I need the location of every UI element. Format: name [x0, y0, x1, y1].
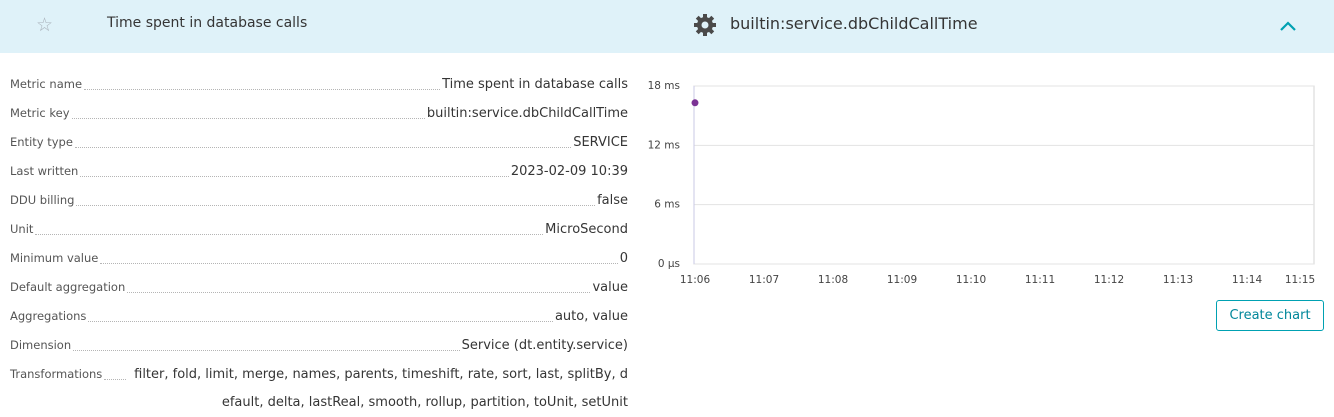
property-label: DDU billing [10, 193, 75, 207]
property-label: Entity type [10, 135, 73, 149]
property-value: false [597, 193, 628, 208]
x-tick-label: 11:13 [1163, 274, 1193, 286]
collapse-chevron[interactable] [1278, 16, 1298, 36]
gear-icon [694, 14, 716, 36]
y-tick-label: 12 ms [648, 139, 680, 151]
dot-leader [104, 360, 126, 380]
x-tick-label: 11:08 [818, 274, 848, 286]
property-row: Metric key builtin:service.dbChildCallTim… [10, 99, 628, 128]
property-list: Metric name Time spent in database calls M… [10, 70, 628, 417]
property-row: Last written 2023-02-09 10:39 [10, 157, 628, 186]
property-label: Aggregations [10, 309, 87, 323]
y-tick-label: 18 ms [648, 80, 680, 92]
property-label: Metric key [10, 106, 70, 120]
property-row: Unit MicroSecond [10, 215, 628, 244]
x-tick-label: 11:14 [1232, 274, 1263, 286]
property-label: Metric name [10, 77, 83, 91]
header-bar: ☆ Time spent in database calls builtin:s… [0, 0, 1334, 53]
metric-key: builtin:service.dbChildCallTime [730, 14, 978, 33]
property-value: Service (dt.entity.service) [461, 338, 628, 353]
property-value: Time spent in database calls [442, 77, 628, 92]
property-row: Default aggregation value [10, 273, 628, 302]
property-label: Unit [10, 222, 34, 236]
dot-leader [73, 331, 460, 351]
property-row: Aggregations auto, value [10, 302, 628, 331]
property-value: value [592, 280, 628, 295]
property-value: MicroSecond [545, 222, 628, 237]
property-value: builtin:service.dbChildCallTime [426, 106, 628, 121]
property-value: SERVICE [573, 135, 628, 150]
dot-leader [80, 157, 509, 177]
property-label: Last written [10, 164, 79, 178]
y-tick-label: 6 ms [654, 199, 680, 211]
chart: 0 µs 6 ms 12 ms 18 ms 11:06 11:07 11:08 11:09 11… [648, 80, 1316, 286]
property-row: Minimum value 0 [10, 244, 628, 273]
x-tick-label: 11:12 [1094, 274, 1124, 286]
create-chart-button[interactable]: Create chart [1216, 300, 1324, 331]
property-row: Dimension Service (dt.entity.service) [10, 331, 628, 360]
metric-title: Time spent in database calls [107, 15, 308, 31]
x-tick-label: 11:06 [680, 274, 711, 286]
x-tick-label: 11:07 [749, 274, 779, 286]
property-label: Transformations [10, 367, 103, 381]
dot-leader [84, 70, 441, 90]
x-tick-label: 11:15 [1285, 274, 1315, 286]
property-label: Dimension [10, 338, 72, 352]
data-point [691, 99, 699, 107]
property-row: Transformations filter, fold, limit, merg… [10, 360, 628, 417]
dot-leader [74, 128, 572, 148]
dot-leader [127, 273, 591, 293]
x-tick-label: 11:11 [1025, 274, 1055, 286]
dot-leader [100, 244, 618, 264]
property-value: filter, fold, limit, merge, names, paren… [134, 367, 628, 410]
dot-leader [35, 215, 544, 235]
x-tick-label: 11:09 [887, 274, 917, 286]
property-row: Metric name Time spent in database calls [10, 70, 628, 99]
property-row: DDU billing false [10, 186, 628, 215]
y-tick-label: 0 µs [658, 258, 680, 270]
dot-leader [76, 186, 596, 206]
dot-leader [71, 99, 425, 119]
property-value: auto, value [554, 309, 628, 324]
dot-leader [88, 302, 553, 322]
property-value: 0 [619, 251, 628, 266]
x-tick-label: 11:10 [956, 274, 986, 286]
property-row: Entity type SERVICE [10, 128, 628, 157]
property-value: 2023-02-09 10:39 [510, 164, 628, 179]
property-label: Default aggregation [10, 280, 126, 294]
property-label: Minimum value [10, 251, 99, 265]
favorite-star[interactable]: ☆ [36, 14, 54, 36]
plot-frame [693, 85, 1315, 265]
